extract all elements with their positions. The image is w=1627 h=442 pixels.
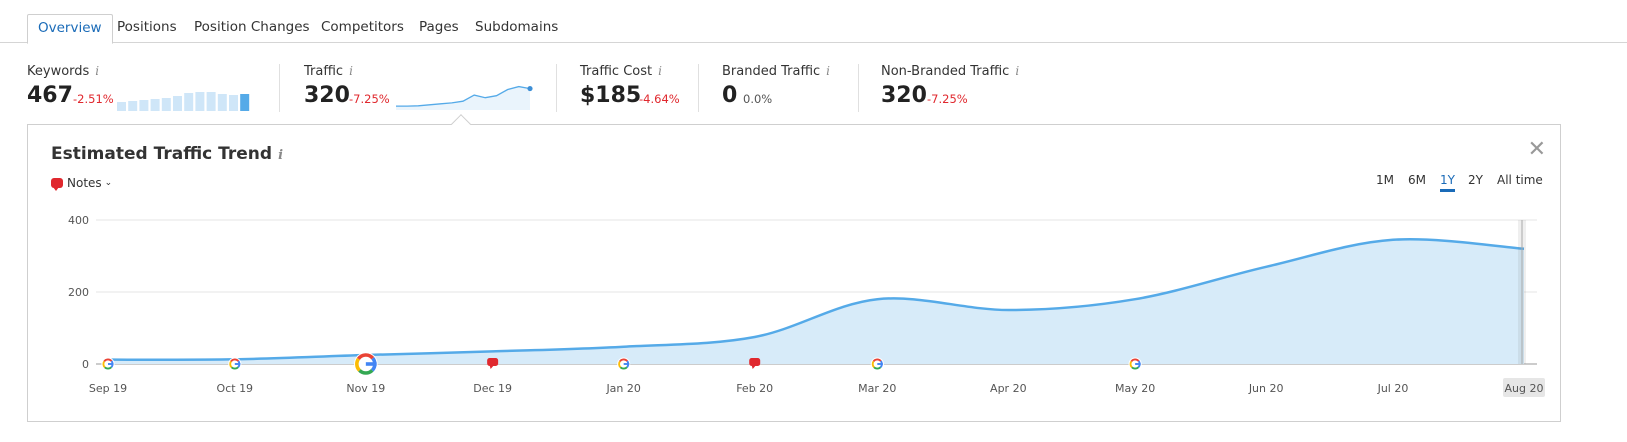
metric-label: Branded Traffic xyxy=(722,64,821,79)
metric-delta: -7.25% xyxy=(349,92,390,106)
traffic-sparkline xyxy=(396,85,533,110)
range-all-time[interactable]: All time xyxy=(1497,173,1543,187)
tab-bar: Overview Positions Position Changes Comp… xyxy=(0,0,1627,44)
sparkline-bar xyxy=(240,94,250,111)
tab-overview[interactable]: Overview xyxy=(27,14,113,44)
tab-competitors[interactable]: Competitors xyxy=(321,19,404,35)
metric-traffic[interactable]: Traffic i 320 -7.25% xyxy=(304,64,533,110)
metric-branded-traffic[interactable]: Branded Traffic i 0 0.0% xyxy=(722,64,831,108)
range-2y[interactable]: 2Y xyxy=(1468,173,1483,187)
divider xyxy=(556,64,557,112)
divider xyxy=(698,64,699,112)
chevron-down-icon: ⌄ xyxy=(104,178,113,188)
sparkline-bar xyxy=(229,95,238,111)
keywords-sparkline xyxy=(117,92,250,111)
metric-value: 0 xyxy=(722,83,738,108)
sparkline-bar xyxy=(139,100,149,111)
metric-delta: -4.64% xyxy=(639,92,680,106)
metric-delta: -7.25% xyxy=(927,92,968,106)
metric-label: Traffic Cost xyxy=(580,64,653,79)
sparkline-last-point xyxy=(527,85,533,92)
range-6m[interactable]: 6M xyxy=(1408,173,1426,187)
sparkline-bar xyxy=(128,101,138,111)
range-1m[interactable]: 1M xyxy=(1376,173,1394,187)
metric-delta: -2.51% xyxy=(73,92,114,106)
sparkline-bar xyxy=(217,94,227,111)
metric-delta: 0.0% xyxy=(743,92,773,106)
tab-positions[interactable]: Positions xyxy=(117,19,177,35)
info-icon[interactable]: i xyxy=(95,64,100,78)
sparkline-bar xyxy=(161,98,171,111)
close-icon[interactable]: ✕ xyxy=(1527,137,1546,162)
traffic-trend-panel: Estimated Traffic Trend i Notes ⌄ ✕ 1M 6M… xyxy=(27,124,1561,422)
metric-label: Non-Branded Traffic xyxy=(881,64,1010,79)
info-icon[interactable]: i xyxy=(1015,64,1020,78)
sparkline-bar xyxy=(150,99,160,111)
sparkline-area xyxy=(396,86,530,110)
info-icon[interactable]: i xyxy=(349,64,353,78)
info-icon[interactable]: i xyxy=(658,64,662,78)
sparkline-bar xyxy=(195,92,205,111)
notes-label: Notes xyxy=(67,176,102,190)
metric-value: $185 xyxy=(580,83,642,108)
sparkline-bar xyxy=(206,92,216,111)
metric-value: 320 xyxy=(881,83,927,108)
note-bubble-icon xyxy=(51,178,63,191)
tab-subdomains[interactable]: Subdomains xyxy=(475,19,559,35)
tab-pages[interactable]: Pages xyxy=(419,19,459,35)
metric-non-branded-traffic[interactable]: Non-Branded Traffic i 320 -7.25% xyxy=(881,64,1020,108)
metric-value: 320 xyxy=(304,83,350,108)
metric-traffic-cost[interactable]: Traffic Cost i $185 -4.64% xyxy=(580,64,680,108)
metric-value: 467 xyxy=(27,83,73,108)
metric-keywords[interactable]: Keywords i 467 -2.51% xyxy=(27,64,250,111)
panel-title: Estimated Traffic Trend xyxy=(51,144,273,164)
sparkline-bar xyxy=(184,93,194,111)
divider xyxy=(858,64,859,112)
metric-label: Keywords xyxy=(27,64,90,79)
range-1y[interactable]: 1Y xyxy=(1440,173,1455,192)
sparkline-bar xyxy=(173,96,182,111)
metric-label: Traffic xyxy=(304,64,344,79)
info-icon[interactable]: i xyxy=(826,64,831,78)
info-icon[interactable]: i xyxy=(278,148,284,163)
sparkline-line xyxy=(396,85,531,107)
tab-position-changes[interactable]: Position Changes xyxy=(194,19,310,35)
sparkline-bar xyxy=(117,102,126,111)
divider xyxy=(279,64,280,112)
notes-dropdown[interactable]: Notes ⌄ xyxy=(51,176,113,191)
